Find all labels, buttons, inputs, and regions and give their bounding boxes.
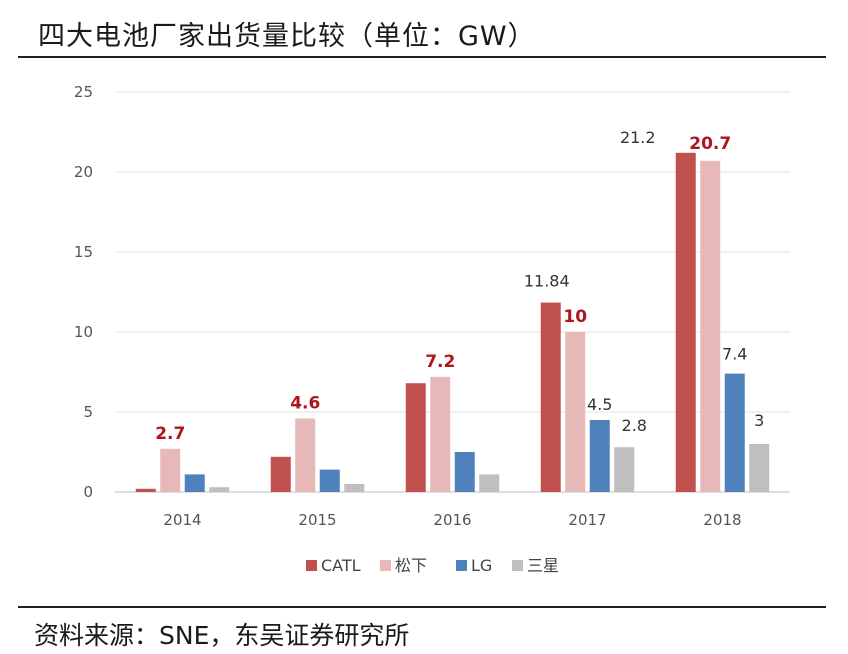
data-label: 4.5 (587, 395, 612, 414)
legend-label: CATL (321, 556, 361, 575)
y-tick-label: 10 (74, 323, 93, 341)
data-label: 10 (563, 307, 587, 327)
data-label: 20.7 (689, 134, 731, 154)
data-label: 4.6 (290, 393, 320, 413)
x-tick-label: 2014 (163, 511, 201, 529)
x-tick-label: 2017 (568, 511, 606, 529)
y-tick-label: 25 (74, 83, 93, 101)
data-label: 7.2 (425, 352, 455, 372)
bar (160, 448, 181, 492)
bar (540, 302, 561, 492)
bar (614, 447, 635, 492)
y-axis-ticks: 0 5 10 15 20 25 (74, 83, 93, 501)
bar (479, 474, 500, 492)
bar (430, 376, 451, 492)
top-rule (18, 56, 826, 58)
data-label: 7.4 (722, 345, 747, 364)
y-tick-label: 0 (83, 483, 93, 501)
data-label: 11.84 (524, 272, 570, 291)
bottom-rule (18, 606, 826, 608)
legend-swatch (380, 560, 391, 571)
bar (184, 474, 205, 492)
legend-label: LG (471, 556, 492, 575)
y-tick-label: 20 (74, 163, 93, 181)
bar (589, 420, 610, 492)
data-labels: 2.7 4.6 7.2 11.84 10 4.5 2.8 21.2 20.7 7.4 3 (155, 128, 764, 444)
bar (675, 152, 696, 493)
bar (454, 452, 475, 492)
bar (565, 332, 586, 492)
legend-swatch (306, 560, 317, 571)
bars (135, 152, 770, 493)
data-label: 21.2 (620, 128, 656, 147)
x-tick-label: 2016 (433, 511, 471, 529)
bar (295, 418, 316, 492)
data-label: 3 (754, 411, 764, 430)
bar (270, 456, 291, 492)
x-tick-label: 2018 (703, 511, 741, 529)
x-axis-ticks: 2014 2015 2016 2017 2018 (163, 511, 741, 529)
bar (319, 469, 340, 492)
bar (135, 488, 156, 492)
data-label: 2.8 (622, 416, 647, 435)
legend-swatch (512, 560, 523, 571)
bar (344, 484, 365, 492)
bar (724, 373, 745, 492)
chart-title: 四大电池厂家出货量比较（单位：GW） (38, 21, 536, 52)
legend: CATL 松下 LG 三星 (306, 556, 559, 575)
bar (749, 444, 770, 492)
data-label: 2.7 (155, 424, 185, 444)
source-note: 资料来源：SNE，东吴证券研究所 (34, 621, 410, 650)
bar (700, 160, 721, 493)
bar (209, 487, 230, 492)
legend-label: 松下 (395, 556, 427, 575)
bar (405, 383, 426, 492)
y-tick-label: 15 (74, 243, 93, 261)
y-tick-label: 5 (83, 403, 93, 421)
x-tick-label: 2015 (298, 511, 336, 529)
legend-swatch (456, 560, 467, 571)
legend-label: 三星 (527, 556, 559, 575)
